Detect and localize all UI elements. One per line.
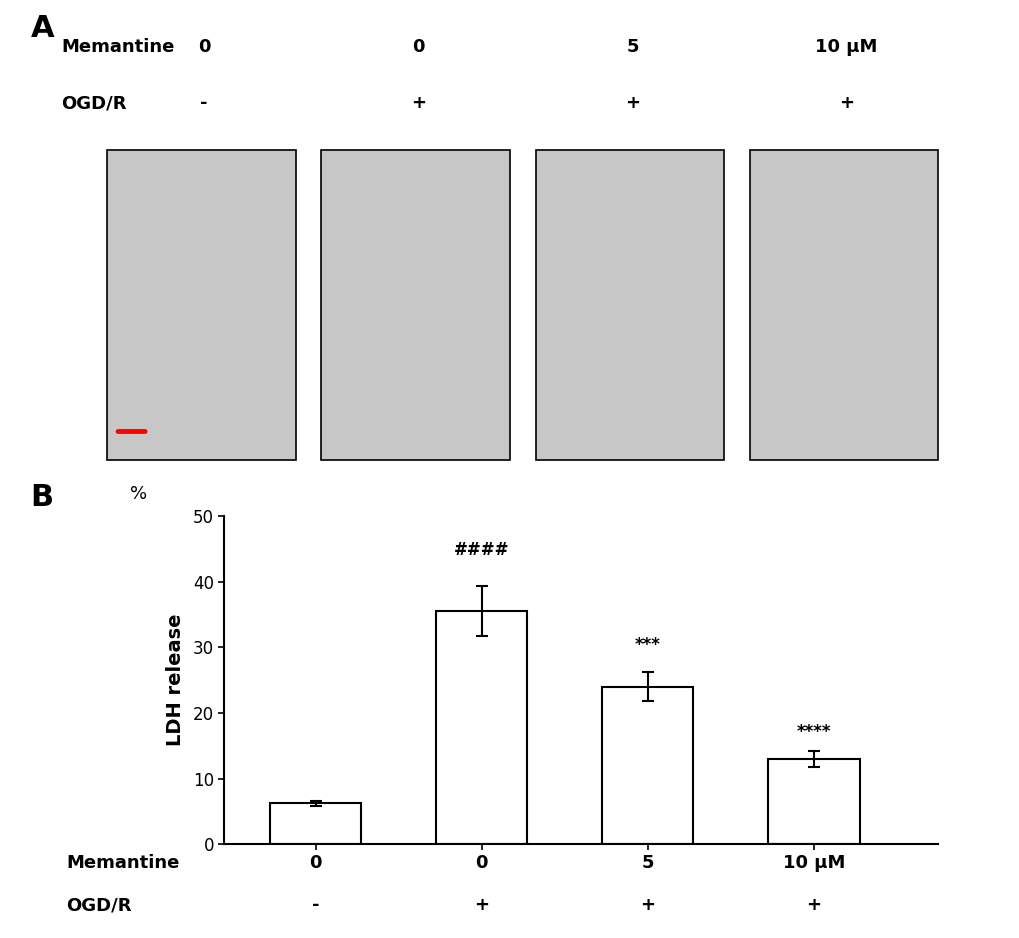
Text: +: +: [625, 94, 639, 113]
Text: +: +: [474, 896, 489, 915]
Text: +: +: [806, 896, 820, 915]
Text: -: -: [200, 94, 208, 113]
Text: 0: 0: [309, 854, 322, 872]
Text: 10 μM: 10 μM: [782, 854, 844, 872]
Bar: [436, 612, 527, 844]
Text: +: +: [839, 94, 853, 113]
Text: OGD/R: OGD/R: [61, 94, 126, 113]
Bar: [601, 687, 693, 844]
Text: +: +: [640, 896, 654, 915]
Bar: [270, 804, 361, 844]
Text: 0: 0: [412, 38, 424, 56]
Text: ***: ***: [634, 636, 660, 654]
Text: A: A: [31, 14, 54, 43]
Text: ****: ****: [796, 723, 830, 741]
Text: ####: ####: [453, 540, 510, 559]
Text: 10 μM: 10 μM: [814, 38, 877, 56]
Text: 5: 5: [626, 38, 638, 56]
Bar: [535, 150, 723, 460]
Text: %: %: [130, 485, 147, 503]
Bar: [749, 150, 937, 460]
Y-axis label: LDH release: LDH release: [165, 613, 184, 747]
Text: 0: 0: [198, 38, 210, 56]
Text: B: B: [31, 483, 54, 512]
Text: OGD/R: OGD/R: [66, 896, 131, 915]
Text: +: +: [411, 94, 425, 113]
Bar: [767, 759, 859, 844]
Text: -: -: [312, 896, 319, 915]
Text: Memantine: Memantine: [66, 854, 179, 872]
Bar: [321, 150, 510, 460]
Bar: [107, 150, 296, 460]
Text: 0: 0: [475, 854, 487, 872]
Text: Memantine: Memantine: [61, 38, 174, 56]
Text: 5: 5: [641, 854, 653, 872]
